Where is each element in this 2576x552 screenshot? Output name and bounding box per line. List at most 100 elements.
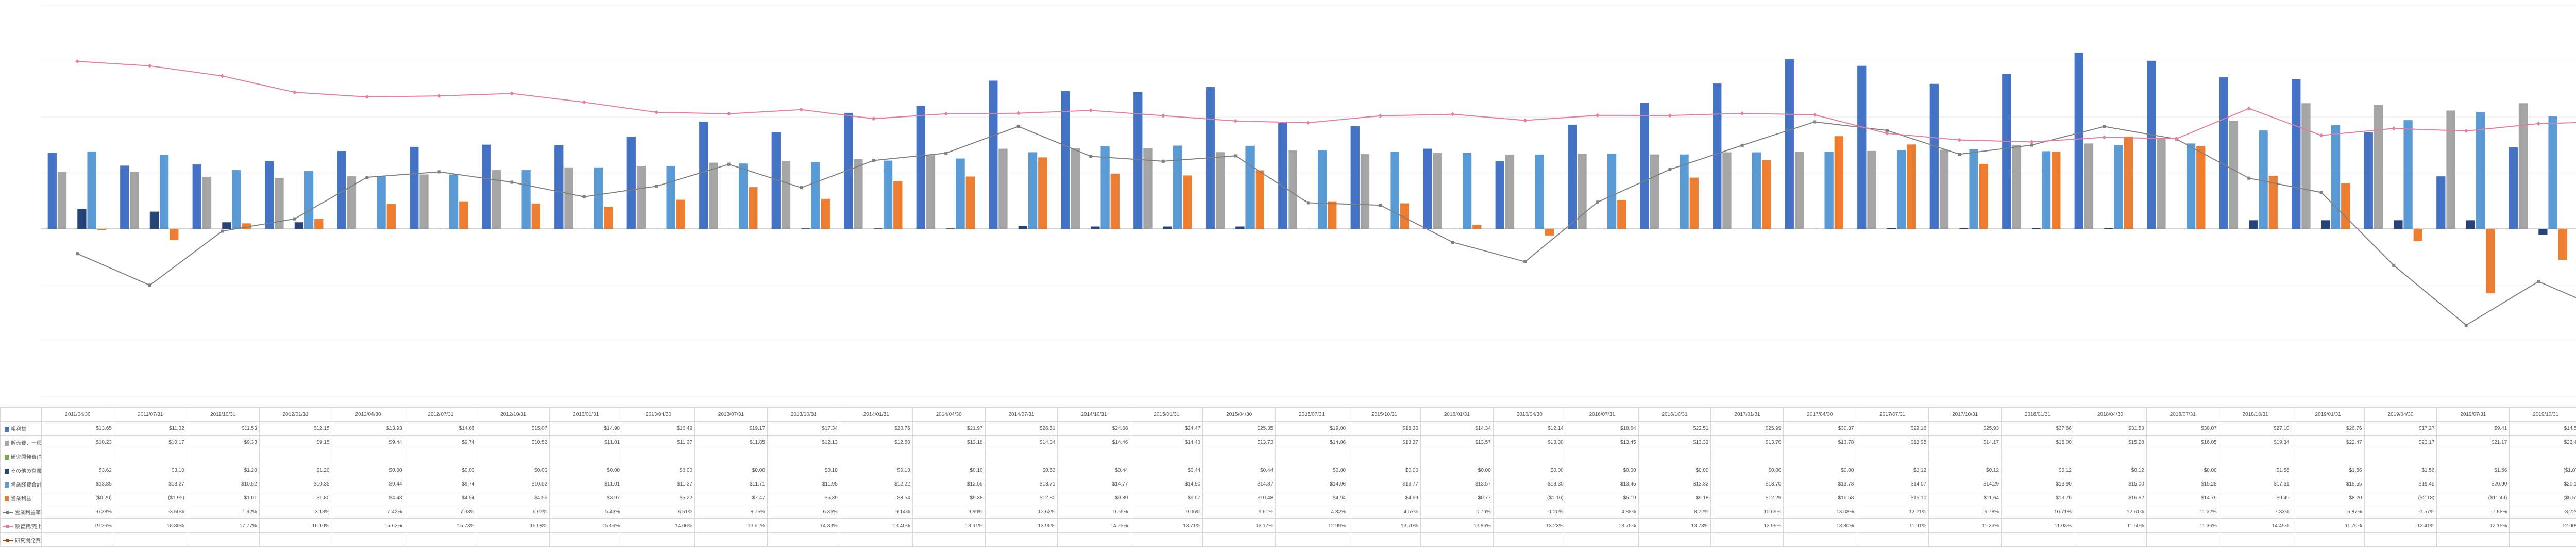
bar-opex_total (1100, 146, 1109, 229)
bar-sga (1361, 154, 1369, 229)
cell-other_opex: $1.20 (187, 463, 259, 477)
cell-sga_ratio: 13.40% (840, 519, 912, 533)
cell-rnd_ratio (2364, 533, 2437, 547)
cell-rnd_ratio (1493, 533, 1566, 547)
period-header: 2019/10/31 (2510, 408, 2576, 422)
cell-op_income: $10.48 (1203, 491, 1276, 505)
bar-opex_total (956, 159, 964, 229)
cell-opex_total: $13.78 (1784, 477, 1856, 491)
cell-sga_ratio: 15.73% (404, 519, 477, 533)
bar-sga (2519, 103, 2528, 229)
bar-other_opex (1235, 227, 1244, 229)
cell-rnd (1566, 449, 1638, 463)
cell-other_opex: $1.56 (2292, 463, 2364, 477)
cell-gross: $30.07 (2146, 422, 2219, 436)
cell-other_opex: $0.00 (622, 463, 695, 477)
cell-op_income: $5.19 (1566, 491, 1638, 505)
cell-op_income: $7.47 (695, 491, 768, 505)
cell-sga: $13.78 (1784, 436, 1856, 449)
cell-op_margin: 12.21% (1856, 505, 1929, 519)
cell-other_opex: $0.00 (1493, 463, 1566, 477)
bar-opex_total (377, 176, 385, 229)
cell-sga_ratio: 11.03% (2002, 519, 2074, 533)
period-header: 2014/01/31 (840, 408, 912, 422)
cell-op_income: $16.52 (2074, 491, 2146, 505)
cell-op_income: $9.38 (912, 491, 985, 505)
period-header: 2016/01/31 (1420, 408, 1493, 422)
cell-sga: $12.50 (840, 436, 912, 449)
cell-op_margin: 7.98% (404, 505, 477, 519)
row-label-opex_total: 営業経費合計 (1, 477, 42, 491)
cell-rnd_ratio (2292, 533, 2364, 547)
cell-rnd (1856, 449, 1929, 463)
cell-other_opex: $0.12 (2002, 463, 2074, 477)
cell-sga_ratio: 14.25% (1058, 519, 1130, 533)
cell-rnd (2002, 449, 2074, 463)
bar-opex_total (521, 170, 530, 229)
cell-other_opex: $0.12 (1929, 463, 2002, 477)
cell-rnd_ratio (1203, 533, 1276, 547)
cell-rnd_ratio (840, 533, 912, 547)
cell-rnd (1130, 449, 1203, 463)
cell-other_opex: $0.44 (1130, 463, 1203, 477)
bar-sga (2374, 105, 2383, 229)
cell-sga_ratio: 13.71% (1130, 519, 1203, 533)
cell-op_margin: 3.18% (259, 505, 332, 519)
cell-op_income: $12.80 (985, 491, 1058, 505)
cell-sga: $15.00 (2002, 436, 2074, 449)
cell-gross: $13.65 (42, 422, 114, 436)
bar-op_income (1979, 164, 1988, 229)
cell-rnd (2437, 449, 2510, 463)
bar-op_income (1472, 225, 1481, 229)
cell-rnd_ratio (1420, 533, 1493, 547)
cell-sga_ratio: 12.15% (2437, 519, 2510, 533)
bar-sga (564, 168, 573, 229)
cell-sga: $13.73 (1203, 436, 1276, 449)
cell-op_income: $5.22 (622, 491, 695, 505)
bar-gross (1351, 126, 1360, 229)
period-header: 2013/07/31 (695, 408, 768, 422)
cell-sga_ratio: 12.41% (2364, 519, 2437, 533)
dashboard-root: { "unit_left": "(単位：百万USD)", "periods": … (0, 0, 2576, 552)
cell-sga: $9.15 (259, 436, 332, 449)
bar-op_income (821, 199, 830, 229)
bar-op_income (676, 200, 685, 229)
cell-opex_total: $11.95 (767, 477, 840, 491)
cell-rnd (1203, 449, 1276, 463)
cell-gross: $24.47 (1130, 422, 1203, 436)
cell-other_opex: $1.20 (259, 463, 332, 477)
cell-other_opex: $0.12 (2074, 463, 2146, 477)
cell-sga_ratio: 18.80% (114, 519, 187, 533)
cell-sga_ratio: 13.91% (912, 519, 985, 533)
cell-rnd_ratio (1856, 533, 1929, 547)
cell-rnd (42, 449, 114, 463)
cell-rnd_ratio (187, 533, 259, 547)
cell-sga: $13.57 (1420, 436, 1493, 449)
row-label-op_margin: 営業利益率 (1, 505, 42, 519)
cell-rnd (695, 449, 768, 463)
cell-opex_total: $13.85 (42, 477, 114, 491)
cell-other_opex: $0.00 (1566, 463, 1638, 477)
cell-other_opex: $0.00 (1638, 463, 1711, 477)
period-header: 2017/07/31 (1856, 408, 1929, 422)
cell-sga_ratio: 12.90% (2510, 519, 2576, 533)
bar-sga (1288, 150, 1297, 229)
cell-opex_total: $13.71 (985, 477, 1058, 491)
cell-op_income: $0.77 (1420, 491, 1493, 505)
cell-rnd (1711, 449, 1784, 463)
period-header: 2013/04/30 (622, 408, 695, 422)
cell-rnd (404, 449, 477, 463)
bar-gross (1930, 84, 1939, 229)
cell-op_margin: 12.62% (985, 505, 1058, 519)
cell-sga: $14.34 (985, 436, 1058, 449)
bar-op_income (387, 204, 396, 229)
bar-opex_total (1173, 146, 1182, 229)
cell-other_opex: $0.00 (404, 463, 477, 477)
row-label-gross: 粗利益 (1, 422, 42, 436)
cell-rnd (2510, 449, 2576, 463)
bar-op_income (314, 219, 323, 229)
cell-rnd (332, 449, 404, 463)
bar-op_income (2414, 229, 2422, 241)
bar-op_income (1328, 202, 1336, 229)
bar-op_income (1762, 160, 1771, 229)
